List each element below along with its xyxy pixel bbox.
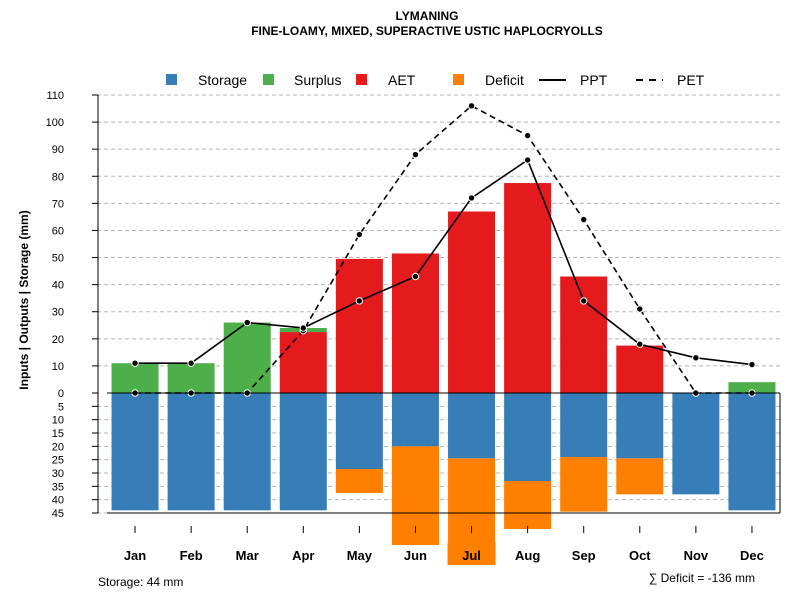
month-label: Apr bbox=[292, 548, 314, 563]
y-tick-label: 0 bbox=[58, 388, 64, 400]
month-label: Aug bbox=[515, 548, 540, 563]
bar-storage bbox=[335, 393, 383, 469]
bar-storage bbox=[448, 393, 496, 459]
month-highlight bbox=[447, 542, 496, 565]
y-tick-label: 20 bbox=[52, 334, 64, 346]
month-label: Feb bbox=[180, 548, 203, 563]
bar-deficit bbox=[560, 457, 608, 512]
y-tick-label: 45 bbox=[52, 508, 64, 520]
bar-aet bbox=[504, 183, 552, 393]
ppt-point bbox=[411, 272, 420, 281]
y-tick-label: 5 bbox=[58, 401, 64, 413]
bar-surplus bbox=[111, 363, 159, 393]
ppt-point bbox=[748, 360, 756, 369]
y-tick-label: 30 bbox=[52, 468, 64, 480]
legend-swatch-aet bbox=[356, 74, 367, 85]
y-tick-label: 50 bbox=[52, 253, 64, 265]
pet-point bbox=[636, 305, 644, 313]
y-tick-label: 35 bbox=[52, 481, 64, 493]
ppt-point bbox=[355, 297, 364, 305]
bar-aet bbox=[616, 345, 664, 393]
bar-storage bbox=[223, 393, 271, 511]
bar-storage bbox=[672, 393, 720, 495]
y-tick-label: 40 bbox=[52, 280, 64, 292]
y-tick-label: 20 bbox=[52, 441, 64, 453]
ppt-point bbox=[467, 194, 476, 202]
month-label: Sep bbox=[572, 548, 596, 563]
pet-point bbox=[467, 102, 476, 110]
chart-subtitle: FINE-LOAMY, MIXED, SUPERACTIVE USTIC HAP… bbox=[251, 24, 603, 38]
month-label: Nov bbox=[684, 548, 709, 563]
legend-label-pet: PET bbox=[677, 72, 705, 88]
bar-storage bbox=[504, 393, 552, 481]
y-tick-label: 110 bbox=[46, 90, 64, 102]
ppt-point bbox=[243, 318, 251, 327]
pet-point bbox=[355, 230, 364, 239]
legend-label-aet: AET bbox=[388, 72, 416, 88]
y-tick-label: 100 bbox=[46, 117, 64, 129]
ppt-point bbox=[187, 359, 195, 367]
legend-swatch-storage bbox=[166, 74, 177, 85]
bar-deficit bbox=[504, 481, 552, 529]
bar-storage bbox=[728, 393, 776, 511]
bar-storage bbox=[279, 393, 327, 511]
y-tick-label: 30 bbox=[52, 307, 64, 319]
y-tick-label: 90 bbox=[52, 144, 64, 156]
bar-storage bbox=[391, 393, 439, 447]
bar-storage bbox=[560, 393, 608, 457]
ppt-point bbox=[636, 340, 644, 348]
legend-label-surplus: Surplus bbox=[294, 72, 341, 88]
pet-point bbox=[580, 215, 588, 224]
bar-surplus bbox=[223, 322, 271, 393]
legend: Storage Surplus AET Deficit PPT PET bbox=[166, 72, 705, 88]
legend-label-storage: Storage bbox=[198, 72, 247, 88]
bar-deficit bbox=[335, 469, 383, 493]
bar-aet bbox=[335, 258, 383, 393]
bar-storage bbox=[111, 393, 159, 511]
month-label: Jul bbox=[462, 548, 481, 563]
bar-aet bbox=[279, 332, 327, 393]
bar-surplus bbox=[167, 363, 215, 393]
pet-point bbox=[523, 131, 532, 140]
month-label: Dec bbox=[740, 548, 764, 563]
y-axis-label: Inputs | Outputs | Storage (mm) bbox=[17, 210, 31, 389]
bars bbox=[111, 183, 776, 565]
axes: 0102030405060708090100110510152025303540… bbox=[46, 90, 781, 565]
bar-surplus bbox=[728, 382, 776, 393]
ppt-point bbox=[580, 297, 588, 305]
y-tick-label: 10 bbox=[52, 361, 64, 373]
storage-footnote: Storage: 44 mm bbox=[98, 575, 183, 589]
bar-storage bbox=[616, 393, 664, 459]
y-tick-label: 60 bbox=[52, 225, 64, 237]
month-label: Oct bbox=[629, 548, 651, 563]
ppt-point bbox=[523, 156, 532, 164]
pet-point bbox=[411, 150, 420, 159]
bar-storage bbox=[167, 393, 215, 511]
ppt-line bbox=[135, 158, 753, 366]
deficit-footnote: ∑ Deficit = -136 mm bbox=[649, 571, 755, 585]
legend-swatch-surplus bbox=[263, 74, 274, 85]
bar-deficit bbox=[616, 458, 664, 495]
y-tick-label: 10 bbox=[52, 415, 64, 427]
y-tick-label: 40 bbox=[52, 495, 64, 507]
legend-label-ppt: PPT bbox=[580, 72, 608, 88]
month-label: Mar bbox=[236, 548, 259, 563]
chart-title: LYMANING bbox=[396, 9, 459, 23]
month-label: Jan bbox=[124, 548, 146, 563]
month-label: May bbox=[347, 548, 373, 563]
month-label: Jun bbox=[404, 548, 427, 563]
ppt-point bbox=[692, 354, 700, 362]
y-tick-label: 70 bbox=[52, 198, 64, 210]
bar-aet bbox=[560, 276, 608, 393]
y-tick-label: 25 bbox=[52, 455, 64, 467]
legend-swatch-deficit bbox=[453, 74, 464, 85]
ppt-point bbox=[299, 324, 307, 332]
y-tick-label: 15 bbox=[52, 428, 64, 440]
legend-label-deficit: Deficit bbox=[485, 72, 524, 88]
bar-aet bbox=[448, 211, 496, 393]
ppt-point bbox=[131, 359, 139, 367]
y-tick-label: 80 bbox=[52, 171, 64, 183]
